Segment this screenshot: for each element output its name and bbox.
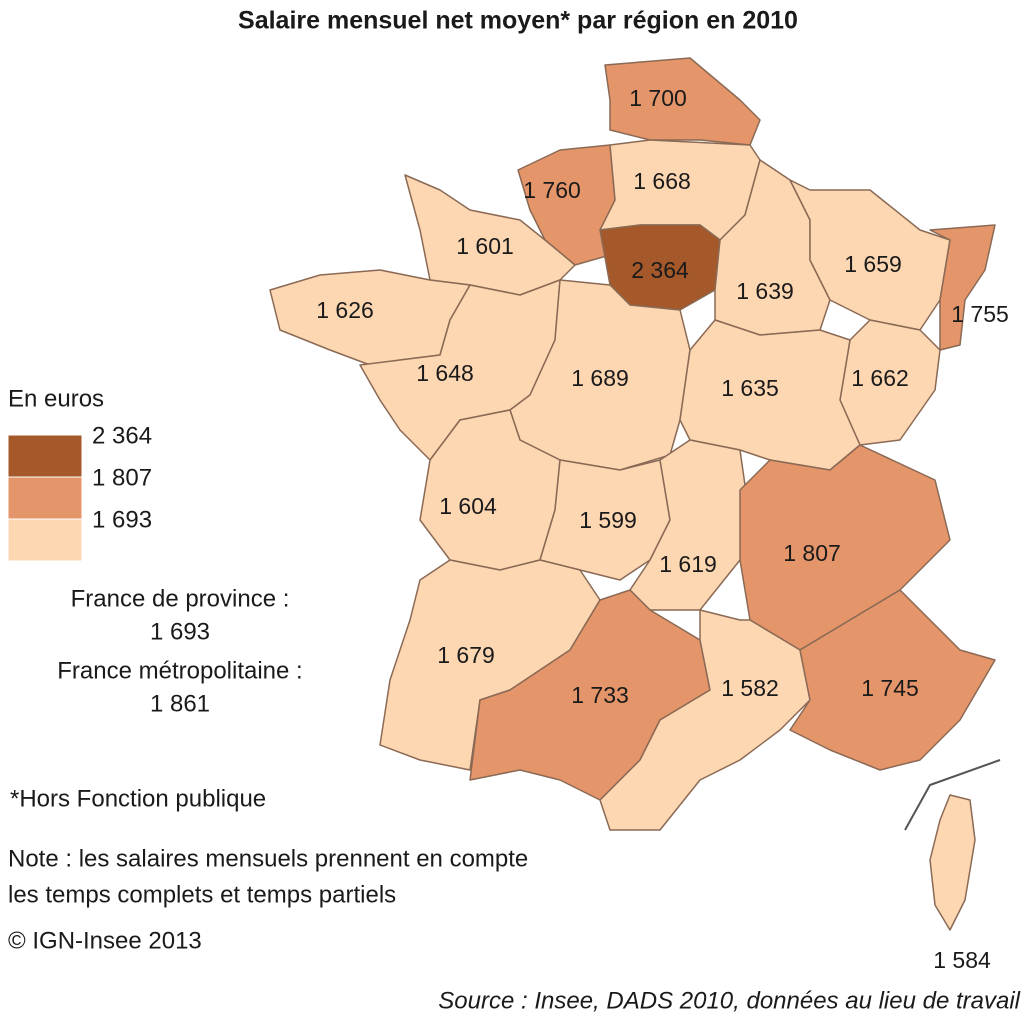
region-label: 1 619 [659, 551, 717, 577]
region-label: 1 604 [439, 493, 497, 519]
region-label: 1 668 [633, 168, 691, 194]
region [739, 444, 951, 651]
legend-label: 2 364 [92, 422, 152, 449]
note-line: Note : les salaires mensuels prennent en… [8, 845, 528, 872]
region-label: 1 635 [721, 375, 779, 401]
region-label: 1 599 [579, 507, 637, 533]
legend-swatch [7, 476, 83, 520]
legend-label: 1 807 [92, 464, 152, 491]
region [929, 794, 976, 931]
region [599, 609, 811, 831]
region [604, 57, 761, 146]
summary-label: France métropolitaine : [57, 657, 302, 684]
region-label: 1 601 [456, 233, 514, 259]
note-line: les temps complets et temps partiels [8, 881, 396, 908]
region [789, 589, 996, 771]
summary-value: 1 693 [150, 618, 210, 645]
region-label: 1 807 [783, 540, 841, 566]
region [509, 279, 691, 471]
footnote: *Hors Fonction publique [10, 785, 266, 812]
corsica-separator [904, 759, 1001, 831]
region-label: 1 582 [721, 675, 779, 701]
region [789, 179, 951, 331]
region-label: 2 364 [631, 257, 689, 283]
source: Source : Insee, DADS 2010, données au li… [438, 987, 1020, 1014]
region-label: 1 700 [629, 85, 687, 111]
region-label: 1 760 [523, 177, 581, 203]
region-label: 1 689 [571, 365, 629, 391]
region-label: 1 648 [416, 360, 474, 386]
region-label: 1 639 [736, 278, 794, 304]
region-label: 1 745 [861, 675, 919, 701]
legend-swatch [7, 434, 83, 478]
map-title: Salaire mensuel net moyen* par région en… [238, 7, 798, 35]
legend-label: 1 693 [92, 506, 152, 533]
region-label: 1 662 [851, 365, 909, 391]
summary-value: 1 861 [150, 690, 210, 717]
summary-label: France de province : [71, 585, 290, 612]
region-label: 1 659 [844, 251, 902, 277]
region [929, 224, 996, 351]
legend-swatch [7, 518, 83, 562]
copyright: © IGN-Insee 2013 [8, 927, 202, 954]
region-label: 1 733 [571, 682, 629, 708]
region-label: 1 679 [437, 642, 495, 668]
region [539, 459, 671, 581]
region-label: 1 626 [316, 297, 374, 323]
region-label: 1 584 [933, 947, 991, 973]
legend-title: En euros [8, 385, 104, 412]
region [404, 174, 576, 296]
region-label: 1 755 [951, 301, 1009, 327]
